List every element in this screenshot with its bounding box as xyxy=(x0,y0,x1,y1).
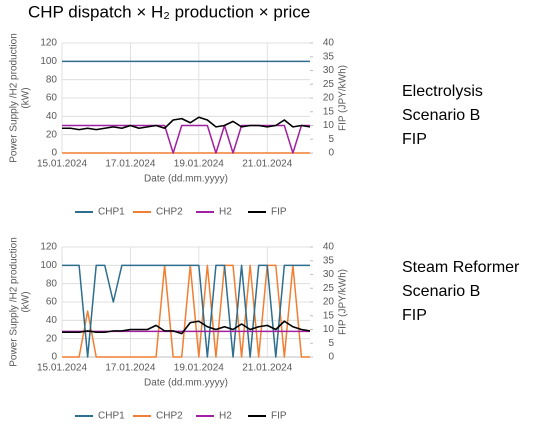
y-tick-label: 60 xyxy=(46,93,58,104)
y-axis-label: (kW) xyxy=(21,291,32,312)
x-axis-label: Date (dd.mm.yyyy) xyxy=(144,174,228,185)
y2-tick-label: 5 xyxy=(328,338,334,349)
legend-label: FIP xyxy=(271,411,287,422)
x-tick-label: 17.01.2024 xyxy=(105,363,155,374)
annotation: Steam Reformer xyxy=(402,259,520,276)
y-tick-label: 80 xyxy=(46,74,58,85)
x-tick-label: 15.01.2024 xyxy=(37,363,87,374)
x-axis-label: Date (dd.mm.yyyy) xyxy=(144,378,228,389)
y2-tick-label: 30 xyxy=(323,269,335,280)
y-axis-label: Power Supply /H2 production xyxy=(9,237,20,367)
legend-label: H2 xyxy=(219,207,232,218)
y2-tick-label: 15 xyxy=(323,310,335,321)
y2-tick-label: 0 xyxy=(328,352,334,363)
y2-tick-label: 40 xyxy=(323,242,335,253)
y-tick-label: 120 xyxy=(40,38,57,49)
y-tick-label: 0 xyxy=(51,352,57,363)
y2-tick-label: 20 xyxy=(323,297,335,308)
y2-axis-label: FIP (JPY/kWh) xyxy=(338,269,349,335)
y-tick-label: 0 xyxy=(51,148,57,159)
series-line xyxy=(62,320,311,335)
y2-tick-label: 20 xyxy=(323,93,335,104)
legend-label: CHP2 xyxy=(156,411,183,422)
y-tick-label: 100 xyxy=(40,56,57,67)
series-line xyxy=(62,264,310,358)
y-axis-label: Power Supply /H2 production xyxy=(9,33,20,163)
y2-tick-label: 10 xyxy=(323,120,335,131)
series-line xyxy=(62,116,311,131)
y2-tick-label: 25 xyxy=(323,79,335,90)
y-axis-label: (kW) xyxy=(21,87,32,108)
annotation: FIP xyxy=(402,131,427,148)
y-tick-label: 20 xyxy=(46,333,58,344)
y2-tick-label: 30 xyxy=(323,65,335,76)
x-tick-label: 21.01.2024 xyxy=(242,159,292,170)
series-line xyxy=(62,264,310,358)
annotation: Scenario B xyxy=(402,283,480,300)
y2-tick-label: 15 xyxy=(323,106,335,117)
y2-tick-label: 25 xyxy=(323,283,335,294)
y2-tick-label: 10 xyxy=(323,324,335,335)
y-tick-label: 40 xyxy=(46,315,58,326)
x-tick-label: 19.01.2024 xyxy=(174,159,224,170)
legend-label: CHP1 xyxy=(98,207,125,218)
y2-tick-label: 0 xyxy=(328,148,334,159)
y-tick-label: 20 xyxy=(46,129,58,140)
y2-tick-label: 5 xyxy=(328,134,334,145)
y-tick-label: 80 xyxy=(46,278,58,289)
y-tick-label: 40 xyxy=(46,111,58,122)
x-tick-label: 19.01.2024 xyxy=(174,363,224,374)
y2-tick-label: 40 xyxy=(323,38,335,49)
series-line xyxy=(62,124,310,154)
legend-label: H2 xyxy=(219,411,232,422)
y-tick-label: 60 xyxy=(46,297,58,308)
x-tick-label: 15.01.2024 xyxy=(37,159,87,170)
legend-label: FIP xyxy=(271,207,287,218)
y2-tick-label: 35 xyxy=(323,51,335,62)
y-tick-label: 100 xyxy=(40,260,57,271)
y2-axis-label: FIP (JPY/kWh) xyxy=(338,65,349,131)
legend-label: CHP1 xyxy=(98,411,125,422)
annotation: Scenario B xyxy=(402,107,480,124)
y-tick-label: 120 xyxy=(40,242,57,253)
legend-label: CHP2 xyxy=(156,207,183,218)
annotation: Electrolysis xyxy=(402,83,483,100)
annotation: FIP xyxy=(402,307,427,324)
y2-tick-label: 35 xyxy=(323,255,335,266)
x-tick-label: 17.01.2024 xyxy=(105,159,155,170)
x-tick-label: 21.01.2024 xyxy=(242,363,292,374)
page-title: CHP dispatch × H₂ production × price xyxy=(28,2,310,21)
